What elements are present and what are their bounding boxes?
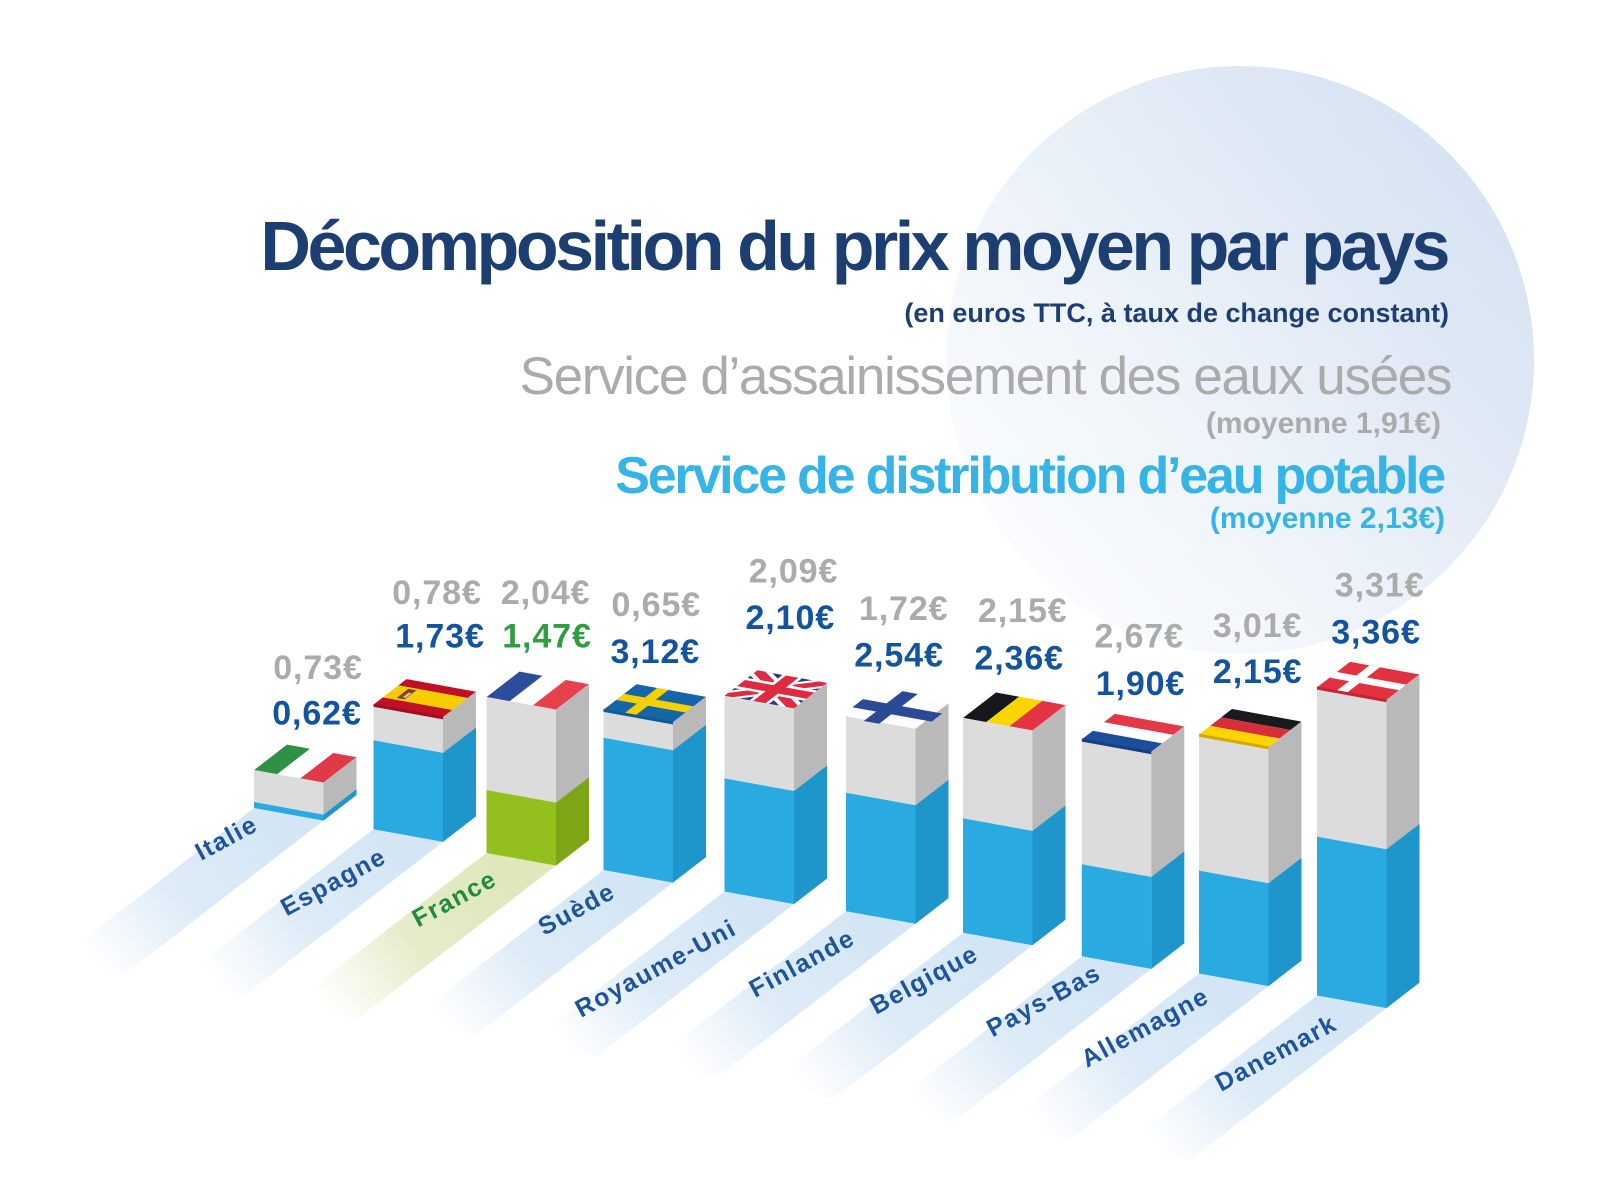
svg-text:1,73€: 1,73€ <box>395 618 485 656</box>
svg-text:3,12€: 3,12€ <box>611 633 701 671</box>
svg-text:Service de distribution d’eau: Service de distribution d’eau potable <box>615 447 1445 505</box>
svg-text:2,10€: 2,10€ <box>746 599 836 637</box>
svg-text:0,73€: 0,73€ <box>273 649 363 687</box>
svg-text:0,62€: 0,62€ <box>272 695 362 733</box>
svg-text:3,36€: 3,36€ <box>1331 613 1421 651</box>
svg-text:1,47€: 1,47€ <box>502 618 592 656</box>
svg-text:Service d’assainissement des e: Service d’assainissement des eaux usées <box>520 347 1451 406</box>
svg-text:2,15€: 2,15€ <box>978 592 1068 630</box>
svg-text:3,01€: 3,01€ <box>1213 607 1303 645</box>
svg-text:2,04€: 2,04€ <box>501 574 591 612</box>
svg-text:1,90€: 1,90€ <box>1096 665 1186 703</box>
svg-text:2,54€: 2,54€ <box>854 637 944 675</box>
svg-text:2,67€: 2,67€ <box>1094 618 1184 656</box>
svg-text:3,31€: 3,31€ <box>1335 566 1425 604</box>
svg-text:(moyenne 1,91€): (moyenne 1,91€) <box>1206 407 1441 440</box>
svg-text:1,72€: 1,72€ <box>859 590 949 628</box>
svg-text:0,65€: 0,65€ <box>612 586 702 624</box>
svg-text:(en euros TTC, à taux de chang: (en euros TTC, à taux de change constant… <box>904 298 1449 328</box>
svg-text:2,09€: 2,09€ <box>749 552 839 590</box>
svg-text:2,15€: 2,15€ <box>1213 653 1303 691</box>
svg-text:2,36€: 2,36€ <box>974 639 1064 677</box>
svg-text:(moyenne 2,13€): (moyenne 2,13€) <box>1210 502 1445 535</box>
svg-text:0,78€: 0,78€ <box>392 574 482 612</box>
svg-text:Décomposition du prix moyen pa: Décomposition du prix moyen par pays <box>260 207 1448 285</box>
